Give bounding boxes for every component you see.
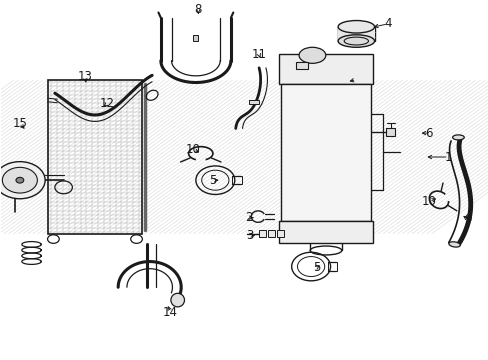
Text: 1: 1 — [444, 150, 451, 163]
Text: 8: 8 — [194, 3, 202, 16]
Text: 11: 11 — [251, 48, 266, 61]
Text: 5: 5 — [209, 174, 216, 187]
Text: 5: 5 — [312, 261, 320, 274]
Text: 10: 10 — [421, 195, 436, 208]
Text: 10: 10 — [185, 143, 201, 156]
Bar — [386, 129, 394, 136]
Ellipse shape — [452, 135, 463, 140]
Circle shape — [2, 167, 37, 193]
Text: 13: 13 — [78, 70, 92, 83]
Ellipse shape — [337, 35, 374, 47]
Text: 3: 3 — [245, 229, 252, 242]
Bar — [281, 84, 370, 221]
Circle shape — [0, 162, 45, 199]
Bar — [337, 27, 374, 41]
Bar — [327, 262, 337, 271]
Bar — [231, 176, 241, 184]
Bar — [267, 230, 275, 237]
Ellipse shape — [448, 242, 459, 247]
Bar — [278, 54, 372, 84]
Bar — [193, 35, 198, 41]
Bar — [278, 221, 372, 243]
Text: 4: 4 — [384, 17, 391, 30]
Text: 6: 6 — [425, 127, 432, 140]
Bar — [276, 230, 284, 237]
Text: 15: 15 — [12, 117, 27, 130]
Text: 9: 9 — [464, 213, 471, 226]
Bar — [249, 100, 259, 104]
Bar — [259, 230, 266, 237]
Text: 12: 12 — [100, 97, 115, 110]
Ellipse shape — [299, 47, 325, 63]
Text: 2: 2 — [245, 211, 253, 224]
Bar — [47, 80, 142, 234]
Ellipse shape — [337, 21, 374, 33]
Text: 14: 14 — [163, 306, 178, 319]
Ellipse shape — [170, 293, 184, 307]
Bar — [295, 62, 307, 69]
Text: 7: 7 — [352, 73, 359, 86]
Circle shape — [16, 177, 24, 183]
